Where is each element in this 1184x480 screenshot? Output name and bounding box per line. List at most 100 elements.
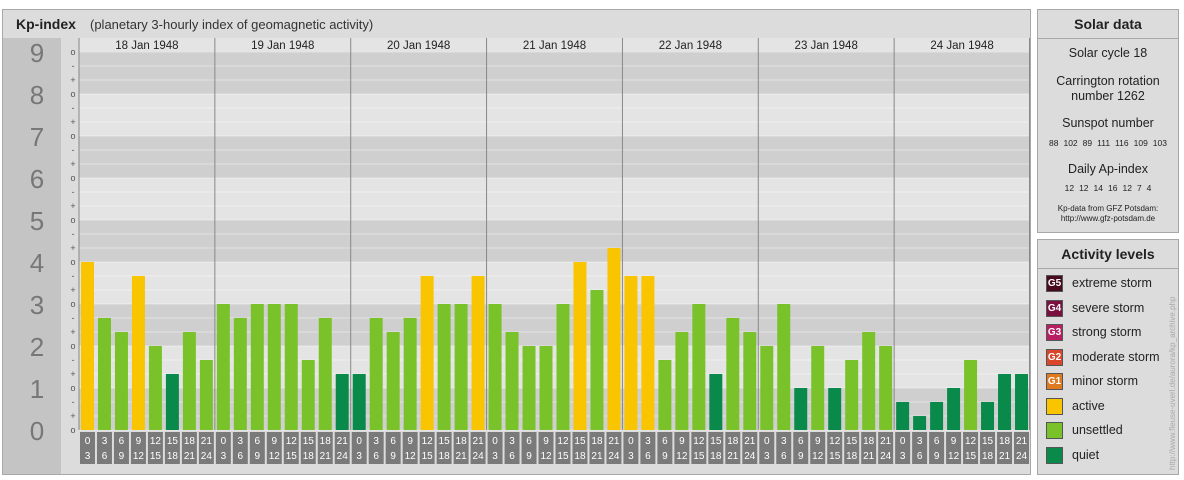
day-header-band [79, 38, 1030, 52]
interval-box [980, 432, 996, 464]
y-tick-label: 3 [30, 290, 44, 320]
kp-bar [199, 359, 213, 430]
interval-start-label: 9 [407, 436, 413, 447]
interval-box [674, 432, 690, 464]
kp-bar [556, 304, 570, 430]
interval-end-label: 9 [662, 451, 668, 462]
interval-start-label: 6 [934, 436, 940, 447]
legend-label: unsettled [1072, 423, 1123, 437]
interval-start-label: 12 [286, 436, 298, 447]
interval-box [419, 432, 435, 464]
band-level-7 [79, 94, 1030, 136]
interval-end-label: 24 [201, 451, 213, 462]
legend-swatch: G4 [1046, 299, 1063, 317]
interval-box [691, 432, 707, 464]
interval-end-label: 6 [373, 451, 379, 462]
interval-box [844, 432, 860, 464]
interval-end-label: 15 [422, 451, 434, 462]
legend-swatch [1046, 422, 1063, 439]
interval-start-label: 9 [951, 436, 957, 447]
chart-title: Kp-index [16, 16, 76, 32]
interval-start-label: 3 [781, 436, 787, 447]
interval-end-label: 15 [286, 451, 298, 462]
sub-tick-label: o [70, 425, 75, 435]
kp-bar [81, 262, 94, 430]
kp-bar [658, 359, 672, 430]
sub-tick-label: o [70, 215, 75, 225]
interval-box [470, 432, 486, 464]
interval-start-label: 0 [221, 436, 227, 447]
interval-box [538, 432, 554, 464]
legend-swatch: G5 [1046, 275, 1063, 292]
sunspot-value: 89 [1082, 138, 1093, 148]
interval-end-label: 18 [982, 451, 994, 462]
interval-start-label: 6 [662, 436, 668, 447]
interval-end-label: 9 [119, 451, 125, 462]
interval-end-label: 12 [133, 451, 145, 462]
data-credit-link[interactable]: http://www.gfz-potsdam.de [1060, 214, 1156, 223]
interval-start-label: 9 [272, 436, 278, 447]
kp-bar [148, 346, 162, 430]
y-tick-label: 9 [30, 38, 44, 68]
legend-label: severe storm [1072, 300, 1145, 315]
interval-start-label: 12 [422, 436, 434, 447]
interval-start-label: 15 [303, 436, 315, 447]
sub-tick-label: + [70, 285, 75, 295]
interval-end-label: 21 [999, 451, 1011, 462]
interval-start-label: 0 [85, 436, 91, 447]
kp-bar [488, 304, 502, 430]
kp-bar [420, 275, 434, 430]
sub-tick-label: - [72, 355, 75, 365]
interval-start-label: 21 [201, 436, 213, 447]
kp-bar [709, 374, 723, 430]
interval-box [606, 432, 622, 464]
legend-swatch: G2 [1046, 348, 1063, 366]
solar-data-title: Solar data [1038, 10, 1178, 39]
interval-end-label: 12 [405, 451, 417, 462]
kp-bar [539, 346, 553, 430]
kp-bar [335, 374, 349, 430]
kp-bar [947, 388, 961, 430]
legend-swatch: G1 [1046, 373, 1063, 390]
day-label: 22 Jan 1948 [659, 40, 722, 52]
interval-start-label: 9 [815, 436, 821, 447]
sub-tick-label: + [70, 117, 75, 127]
ap-index-value: 12 [1122, 183, 1132, 193]
kp-bar [590, 290, 604, 430]
sub-tick-label: o [70, 299, 75, 309]
sub-tick-label: - [72, 271, 75, 281]
interval-end-label: 12 [676, 451, 688, 462]
sub-tick-label: - [72, 187, 75, 197]
interval-end-label: 9 [255, 451, 261, 462]
ap-index-value: 4 [1146, 183, 1152, 193]
ap-index-value: 12 [1064, 183, 1075, 193]
interval-box [997, 432, 1013, 464]
kp-bar [624, 275, 638, 430]
interval-box [623, 432, 639, 464]
interval-box [725, 432, 741, 464]
interval-box [453, 432, 469, 464]
sunspot-value: 109 [1133, 138, 1148, 148]
kp-bar [726, 317, 740, 430]
legend-label: moderate storm [1072, 349, 1160, 364]
interval-box [776, 432, 792, 464]
interval-end-label: 21 [184, 451, 196, 462]
interval-start-label: 18 [863, 436, 875, 447]
kp-bar [267, 304, 281, 430]
interval-end-label: 3 [221, 451, 227, 462]
interval-box [436, 432, 452, 464]
interval-start-label: 3 [917, 436, 923, 447]
interval-end-label: 6 [781, 451, 787, 462]
interval-end-label: 18 [846, 451, 858, 462]
activity-levels-title: Activity levels [1038, 240, 1178, 269]
kp-bar [216, 304, 230, 430]
ap-index-value: 12 [1079, 183, 1089, 193]
interval-start-label: 0 [356, 436, 362, 447]
interval-box [164, 432, 180, 464]
kp-bar [743, 332, 757, 430]
interval-start-label: 3 [238, 436, 244, 447]
interval-box [402, 432, 418, 464]
interval-start-label: 12 [557, 436, 569, 447]
kp-bar [998, 374, 1012, 430]
